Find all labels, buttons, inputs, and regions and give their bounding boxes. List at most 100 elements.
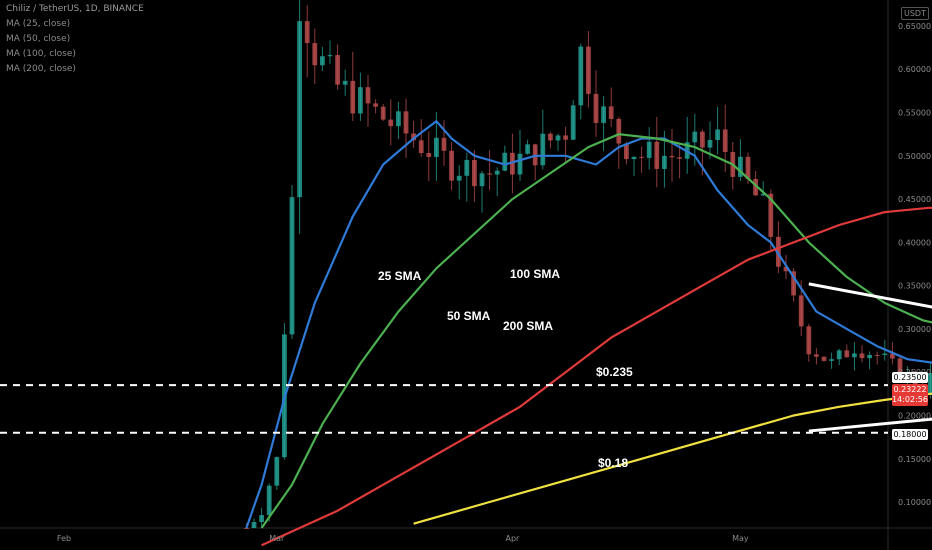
candle-body	[426, 153, 432, 157]
price-tag-lower: 0.18000	[892, 429, 928, 440]
symbol-title: Chiliz / TetherUS, 1D, BINANCE	[6, 4, 144, 14]
candle-body	[707, 139, 713, 148]
horizontal-levels[interactable]	[0, 384, 888, 434]
candle	[304, 5, 310, 78]
triangle-upper-line	[808, 282, 932, 309]
y-tick-label: 0.10000	[898, 498, 931, 507]
candle-body	[570, 105, 576, 140]
candle	[555, 133, 561, 151]
candle-body	[502, 152, 508, 171]
candle-body	[829, 359, 834, 361]
candle	[836, 348, 842, 366]
y-tick-label: 0.65000	[898, 22, 931, 31]
candle	[654, 116, 660, 188]
candle	[358, 72, 363, 121]
candle	[738, 139, 743, 181]
candle-body	[494, 170, 500, 175]
indicator-ma200[interactable]: MA (200, close)	[6, 64, 76, 74]
candle	[426, 131, 432, 182]
candle	[631, 156, 637, 176]
indicator-ma50[interactable]: MA (50, close)	[6, 34, 71, 44]
candle-body	[517, 153, 523, 175]
candle	[449, 141, 454, 191]
price-axis[interactable]: 0.65000 0.60000 0.55000 0.50000 0.45000 0.400…	[898, 22, 931, 507]
y-tick-label: 0.40000	[898, 238, 931, 247]
candle-body	[783, 266, 789, 272]
candle-body	[662, 155, 667, 169]
candle	[715, 106, 720, 155]
candle	[760, 181, 766, 197]
indicator-ma100[interactable]: MA (100, close)	[6, 49, 76, 59]
candle-body	[722, 129, 728, 152]
candle	[570, 100, 576, 140]
candle-body	[882, 353, 888, 356]
candle-body	[654, 141, 660, 169]
candle	[266, 483, 272, 522]
candle	[479, 170, 485, 213]
candle	[540, 109, 546, 170]
candle-body	[821, 356, 827, 361]
candle-body	[327, 55, 333, 57]
candle-body	[456, 175, 462, 181]
indicator-ma25[interactable]: MA (25, close)	[6, 19, 71, 29]
candle	[639, 146, 644, 173]
candle-body	[289, 197, 295, 335]
candle-body	[350, 80, 356, 114]
x-tick-label: Mar	[269, 534, 285, 543]
candle-body	[479, 173, 485, 187]
candle	[251, 518, 257, 528]
candle	[297, 0, 302, 234]
candle-body	[844, 350, 850, 358]
candle-body	[555, 135, 561, 141]
candle	[616, 116, 622, 169]
candle	[669, 129, 675, 182]
candle-body	[692, 131, 698, 143]
candle-body	[639, 156, 644, 158]
candle	[502, 145, 508, 172]
currency-badge[interactable]: USDT	[901, 7, 929, 20]
label-sma200: 200 SMA	[503, 319, 553, 333]
candle-body	[760, 193, 766, 196]
candle	[814, 348, 819, 365]
candle	[791, 268, 796, 302]
candle-body	[700, 131, 705, 148]
candle-body	[320, 56, 325, 66]
candle	[601, 96, 606, 152]
candle-body	[472, 159, 477, 187]
candle-body	[434, 137, 439, 157]
candle	[578, 43, 584, 120]
candle	[274, 456, 280, 490]
candle-body	[624, 143, 629, 160]
candle	[821, 356, 827, 362]
candle-body	[745, 156, 751, 179]
y-tick-label: 0.45000	[898, 195, 931, 204]
candle-body	[836, 350, 842, 360]
candle-body	[274, 457, 280, 486]
candle-body	[859, 353, 865, 359]
candle-body	[806, 326, 812, 355]
candle-body	[388, 119, 394, 127]
candle	[434, 112, 439, 181]
candle-body	[342, 80, 348, 85]
candle-body	[297, 21, 302, 198]
candle-body	[768, 193, 774, 237]
label-sma50: 50 SMA	[447, 309, 491, 323]
candle	[677, 143, 682, 179]
triangle-pattern[interactable]	[808, 282, 932, 433]
candle	[342, 69, 348, 96]
candle	[829, 352, 834, 369]
candle-body	[563, 135, 568, 140]
candle	[844, 344, 850, 358]
candle	[874, 351, 880, 365]
candle-body	[616, 118, 622, 144]
candle-body	[897, 358, 903, 380]
y-tick-label: 0.55000	[898, 109, 931, 118]
y-tick-label: 0.35000	[898, 282, 931, 291]
label-sma100: 100 SMA	[510, 267, 560, 281]
candle-body	[411, 133, 416, 141]
time-axis[interactable]: FebMarAprMayJunJulAugSepOctNovDec	[57, 534, 932, 543]
candle	[586, 30, 591, 108]
